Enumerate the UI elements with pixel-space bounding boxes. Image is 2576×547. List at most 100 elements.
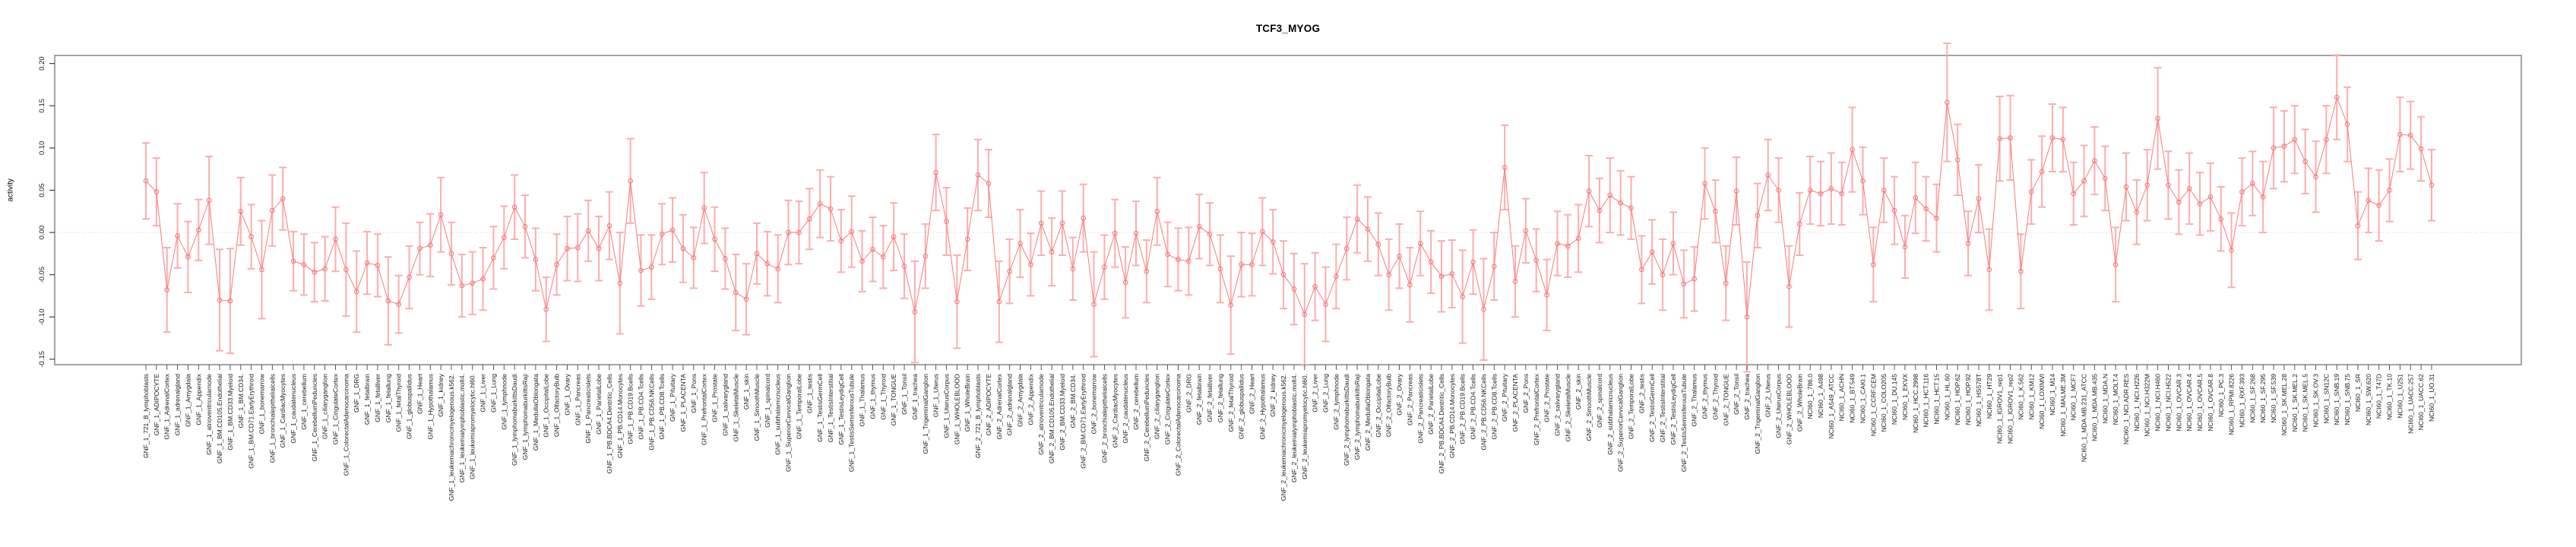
data-point-marker bbox=[606, 223, 612, 229]
data-point-marker bbox=[1870, 261, 1876, 267]
x-tick-label: GNF_1_fetalbrain bbox=[363, 374, 371, 425]
data-point-marker bbox=[1165, 251, 1170, 258]
data-point-marker bbox=[659, 231, 665, 237]
data-point-marker bbox=[2207, 194, 2214, 200]
data-point-marker bbox=[1744, 314, 1750, 320]
x-tick-label: NCI60_1_A498 bbox=[1817, 374, 1824, 418]
data-point-marker bbox=[1860, 178, 1866, 184]
data-point-marker bbox=[1259, 229, 1265, 235]
data-point-marker bbox=[617, 280, 623, 286]
x-tick-label: GNF_1_BM.CD105.Endothelial bbox=[216, 374, 223, 463]
data-point-marker bbox=[238, 208, 244, 214]
x-tick-label: GNF_2_SuperiorCervicalGanglion bbox=[1617, 374, 1625, 472]
x-tick-label: GNF_2_BM.CD105.Endothelial bbox=[1048, 374, 1055, 463]
data-point-marker bbox=[448, 251, 454, 257]
x-tick-label: NCI60_1_SN12C bbox=[2322, 374, 2330, 424]
x-tick-label: GNF_2_PB.CD8.Tcells bbox=[1490, 374, 1498, 439]
x-tick-label: GNF_1_skin bbox=[742, 374, 750, 410]
data-point-marker bbox=[1628, 205, 1634, 211]
x-tick-label: GNF_1_leukemialymphoblastic.molt4. bbox=[458, 374, 466, 482]
data-point-marker bbox=[933, 169, 938, 175]
x-tick-label: GNF_2_CardiacMyocytes bbox=[1111, 374, 1119, 447]
x-tick-label: NCI60_1_MDA.MB.435 bbox=[2090, 374, 2098, 441]
x-tick-label: GNF_2_Pancreaticislets bbox=[1416, 374, 1424, 444]
data-point-marker bbox=[175, 233, 180, 239]
x-tick-label: GNF_1_Lung bbox=[489, 374, 497, 413]
x-tick-label: NCI60_1_MALME.3M bbox=[2059, 374, 2067, 437]
data-point-marker bbox=[427, 242, 433, 248]
data-point-marker bbox=[1481, 306, 1486, 312]
data-point-marker bbox=[195, 227, 201, 233]
data-point-marker bbox=[1438, 274, 1445, 280]
data-point-marker bbox=[2302, 159, 2309, 164]
data-point-marker bbox=[1965, 241, 1971, 246]
data-point-marker bbox=[712, 236, 717, 242]
data-point-marker bbox=[1185, 258, 1191, 264]
x-tick-label: GNF_2_CingulateCortex bbox=[1164, 373, 1172, 444]
data-point-marker bbox=[2344, 122, 2350, 128]
x-tick-label: GNF_2_leukemiachronicmyelogenous.k562. bbox=[1280, 374, 1287, 501]
x-tick-label: GNF_2_bronchialepithelialcells bbox=[1100, 374, 1108, 463]
data-point-marker bbox=[1239, 261, 1244, 267]
x-tick-label: GNF_1_fetallung bbox=[385, 374, 392, 423]
data-point-marker bbox=[1945, 100, 1950, 106]
x-tick-label: NCI60_1_IGROV1_rep1 bbox=[1996, 374, 2004, 444]
x-tick-label: GNF_1_SkeletalMuscle bbox=[732, 374, 739, 442]
x-tick-label: GNF_1_Heart bbox=[416, 373, 423, 414]
data-point-marker bbox=[1512, 279, 1518, 284]
x-tick-label: NCI60_1_CCRF.CEM bbox=[1869, 374, 1877, 436]
data-point-marker bbox=[259, 267, 264, 273]
data-point-marker bbox=[1502, 165, 1508, 170]
x-tick-label: GNF_2_Lung bbox=[1322, 374, 1330, 413]
x-tick-label: GNF_2_leukemialymphoblastic.molt4. bbox=[1290, 374, 1298, 482]
data-point-marker bbox=[2071, 191, 2077, 197]
data-point-marker bbox=[1575, 236, 1581, 242]
x-tick-label: GNF_1_caudatenucleus bbox=[290, 374, 297, 444]
data-point-marker bbox=[522, 223, 528, 229]
data-point-marker bbox=[1976, 196, 1982, 201]
data-point-marker bbox=[954, 299, 960, 305]
x-tick-label: GNF_2_Prostate bbox=[1543, 374, 1551, 422]
data-point-marker bbox=[1597, 207, 1603, 213]
x-tick-label: GNF_2_fetalThyroid bbox=[1227, 374, 1235, 432]
x-tick-label: NCI60_1_SK.MEL.28 bbox=[2280, 374, 2288, 436]
x-tick-label: GNF_1_salivarygland bbox=[721, 374, 729, 436]
data-point-marker bbox=[2376, 203, 2382, 208]
x-tick-label: NCI60_1_TK.10 bbox=[2386, 374, 2394, 420]
data-point-marker bbox=[2397, 131, 2403, 138]
x-tick-label: GNF_2_Uterus bbox=[1764, 374, 1772, 417]
data-point-marker bbox=[1375, 242, 1381, 247]
data-point-marker bbox=[1544, 292, 1549, 298]
x-tick-label: GNF_2_PB.CD19.Bcells bbox=[1459, 374, 1467, 444]
x-tick-label: GNF_2_Thyroid bbox=[1711, 374, 1719, 420]
x-tick-label: GNF_1_TrigeminalGanglion bbox=[922, 374, 929, 454]
data-point-marker bbox=[775, 266, 781, 272]
data-point-marker bbox=[1839, 191, 1845, 197]
x-tick-label: GNF_1_DRG bbox=[353, 374, 360, 413]
x-tick-label: NCI60_1_MDA.MB.231_ATCC bbox=[2081, 374, 2088, 462]
data-point-marker bbox=[891, 234, 897, 239]
x-tick-label: NCI60_1_HT29 bbox=[1986, 374, 1993, 419]
data-point-marker bbox=[438, 212, 444, 217]
data-point-marker bbox=[2028, 189, 2034, 194]
x-tick-label: GNF_1_SuperiorCervicalGanglion bbox=[785, 374, 793, 472]
data-point-marker bbox=[1176, 257, 1181, 262]
data-point-marker bbox=[2092, 158, 2097, 163]
data-point-marker bbox=[1807, 188, 1813, 193]
x-tick-label: NCI60_1_SK.MEL.5 bbox=[2302, 374, 2309, 432]
x-tick-label: GNF_2_cerebellum bbox=[1132, 374, 1140, 430]
x-tick-label: GNF_2_PB.CD56.NKCells bbox=[1479, 374, 1487, 451]
x-tick-label: GNF_1_TestisLeydigCell bbox=[837, 374, 845, 445]
data-point-marker bbox=[2123, 184, 2129, 190]
data-point-marker bbox=[1154, 208, 1160, 214]
x-tick-label: GNF_2_DRG bbox=[1185, 374, 1192, 413]
data-point-marker bbox=[1354, 216, 1360, 222]
data-point-marker bbox=[1280, 272, 1286, 277]
data-point-marker bbox=[1470, 259, 1476, 265]
x-tick-label: GNF_1_thymus bbox=[869, 374, 876, 419]
x-tick-label: GNF_1_Liver bbox=[479, 374, 487, 413]
x-tick-label: GNF_1_PB.BDCA4.Dentritic_Cells bbox=[606, 374, 613, 473]
data-point-marker bbox=[1059, 220, 1065, 226]
x-tick-label: NCI60_1_OVCAR.3 bbox=[2175, 374, 2182, 432]
